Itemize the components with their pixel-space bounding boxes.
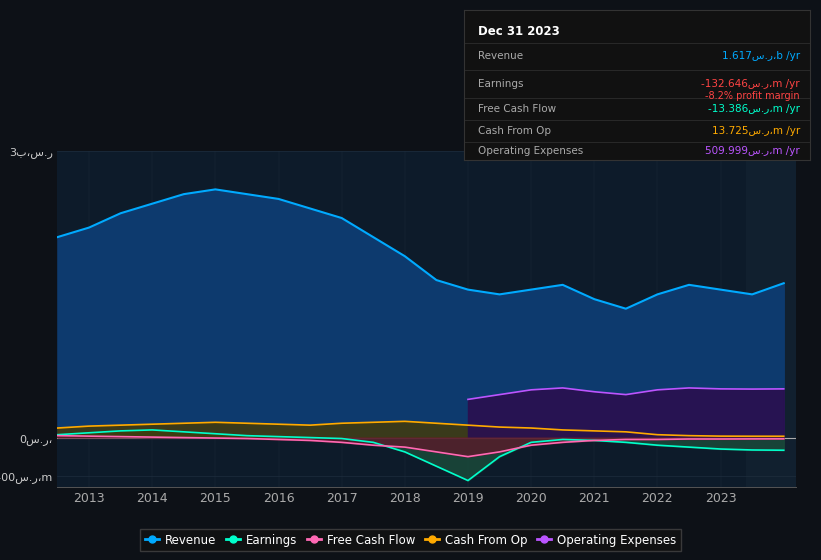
Text: Cash From Op: Cash From Op bbox=[478, 126, 551, 136]
Text: -8.2% profit margin: -8.2% profit margin bbox=[705, 91, 800, 101]
Bar bbox=[745, 151, 796, 487]
Text: 509.999س.ر،m /yr: 509.999س.ر،m /yr bbox=[705, 146, 800, 156]
Text: 13.725س.ر،m /yr: 13.725س.ر،m /yr bbox=[712, 126, 800, 136]
Text: Earnings: Earnings bbox=[478, 79, 523, 89]
Text: -13.386س.ر،m /yr: -13.386س.ر،m /yr bbox=[708, 104, 800, 114]
Text: Dec 31 2023: Dec 31 2023 bbox=[478, 25, 559, 38]
Text: Operating Expenses: Operating Expenses bbox=[478, 146, 583, 156]
Text: Free Cash Flow: Free Cash Flow bbox=[478, 104, 556, 114]
Legend: Revenue, Earnings, Free Cash Flow, Cash From Op, Operating Expenses: Revenue, Earnings, Free Cash Flow, Cash … bbox=[140, 529, 681, 551]
Text: Revenue: Revenue bbox=[478, 51, 523, 61]
Text: 1.617س.ر،b /yr: 1.617س.ر،b /yr bbox=[722, 51, 800, 61]
Text: -132.646س.ر،m /yr: -132.646س.ر،m /yr bbox=[701, 79, 800, 89]
